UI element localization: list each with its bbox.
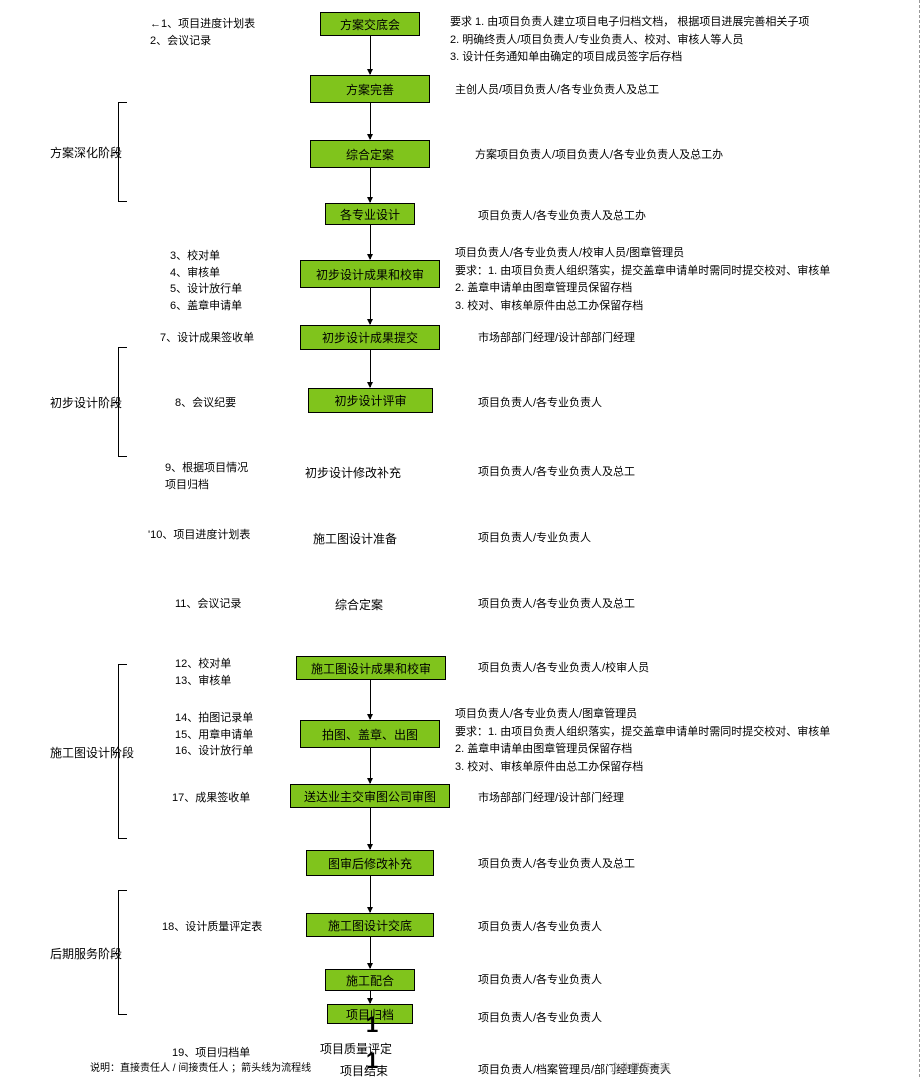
- left-note-4: 9、根据项目情况 项目归档: [165, 460, 248, 493]
- arrow-2: [370, 168, 371, 202]
- left-note-8: 14、拍图记录单15、用章申请单16、设计放行单: [175, 710, 253, 760]
- right-note-8: 项目负责人/专业负责人: [478, 530, 591, 548]
- arrow-11: [370, 991, 371, 1003]
- arrow-7: [370, 748, 371, 783]
- right-note-5: 市场部部门经理/设计部部门经理: [478, 330, 635, 348]
- footer-explain: 说明：直接责任人 / 间接责任人 ；箭头线为流程线: [90, 1059, 311, 1074]
- left-note-9: 17、成果签收单: [172, 790, 250, 807]
- flow-box-2: 综合定案: [310, 140, 430, 168]
- left-note-2: 7、设计成果签收单: [160, 330, 254, 347]
- page-number-2: 1: [366, 1048, 378, 1074]
- flow-text-2: 综合定案: [335, 596, 383, 613]
- left-note-7: 12、校对单13、审核单: [175, 656, 231, 689]
- arrow-8: [370, 808, 371, 849]
- right-note-11: 项目负责人/各专业负责人/图章管理员要求：1. 由项目负责人组织落实，提交盖章申…: [455, 706, 830, 776]
- flow-box-10: 图审后修改补充: [306, 850, 434, 876]
- left-note-10: 18、设计质量评定表: [162, 919, 262, 936]
- flow-box-4: 初步设计成果和校审: [300, 260, 440, 288]
- right-note-13: 项目负责人/各专业负责人及总工: [478, 856, 635, 874]
- right-note-10: 项目负责人/各专业负责人/校审人员: [478, 660, 649, 678]
- right-note-6: 项目负责人/各专业负责人: [478, 395, 602, 413]
- flow-box-1: 方案完善: [310, 75, 430, 103]
- right-note-7: 项目负责人/各专业负责人及总工: [478, 464, 635, 482]
- left-note-1: 3、校对单4、审核单5、设计放行单6、盖章申请单: [170, 248, 242, 314]
- right-note-0: 要求 1. 由项目负责人建立项目电子归档文档， 根据项目进展完善相关子项 2. …: [450, 14, 809, 67]
- flow-text-4: 项目结束: [340, 1062, 388, 1079]
- left-note-0: ←1、项目进度计划表2、会议记录: [150, 16, 255, 49]
- arrow-10: [370, 937, 371, 968]
- right-note-3: 项目负责人/各专业负责人及总工办: [478, 208, 646, 226]
- arrow-5: [370, 350, 371, 387]
- left-note-5: '10、项目进度计划表: [148, 527, 250, 544]
- arrow-9: [370, 876, 371, 912]
- flow-box-5: 初步设计成果提交: [300, 325, 440, 350]
- stage-label-0: 方案深化阶段: [50, 144, 122, 161]
- page-number-1: 1: [366, 1012, 378, 1038]
- flow-box-7: 施工图设计成果和校审: [296, 656, 446, 680]
- flow-box-8: 拍图、盖章、出图: [300, 720, 440, 748]
- right-note-1: 主创人员/项目负责人/各专业负责人及总工: [455, 82, 659, 100]
- flow-box-3: 各专业设计: [325, 203, 415, 225]
- flow-box-0: 方案交底会: [320, 12, 420, 36]
- flow-box-12: 施工配合: [325, 969, 415, 991]
- arrow-0: [370, 36, 371, 74]
- right-note-4: 项目负责人/各专业负责人/校审人员/图章管理员要求：1. 由项目负责人组织落实，…: [455, 245, 830, 315]
- arrow-1: [370, 103, 371, 139]
- left-note-3: 8、会议纪要: [175, 395, 236, 412]
- stage-label-1: 初步设计阶段: [50, 394, 122, 411]
- flow-text-3: 项目质量评定: [320, 1040, 392, 1057]
- flow-box-11: 施工图设计交底: [306, 913, 434, 937]
- flow-box-6: 初步设计评审: [308, 388, 433, 413]
- right-note-15: 项目负责人/各专业负责人: [478, 972, 602, 990]
- right-note-2: 方案项目负责人/项目负责人/各专业负责人及总工办: [475, 147, 723, 165]
- watermark: 企业保密方案: [610, 1059, 670, 1074]
- stage-label-3: 后期服务阶段: [50, 945, 122, 962]
- brace-2: [118, 664, 138, 839]
- arrow-4: [370, 288, 371, 324]
- brace-3: [118, 890, 138, 1015]
- brace-0: [118, 102, 138, 202]
- flow-text-0: 初步设计修改补充: [305, 464, 401, 481]
- flow-box-9: 送达业主交审图公司审图: [290, 784, 450, 808]
- left-note-6: 11、会议记录: [175, 596, 241, 613]
- flow-text-1: 施工图设计准备: [313, 530, 397, 547]
- flowchart-page: { "colors":{"box":"#80c41c","text":"#000…: [0, 0, 920, 1077]
- right-note-14: 项目负责人/各专业负责人: [478, 919, 602, 937]
- right-note-9: 项目负责人/各专业负责人及总工: [478, 596, 635, 614]
- arrow-6: [370, 680, 371, 719]
- brace-1: [118, 347, 138, 457]
- arrow-3: [370, 225, 371, 259]
- right-note-16: 项目负责人/各专业负责人: [478, 1010, 602, 1028]
- right-note-12: 市场部部门经理/设计部门经理: [478, 790, 624, 808]
